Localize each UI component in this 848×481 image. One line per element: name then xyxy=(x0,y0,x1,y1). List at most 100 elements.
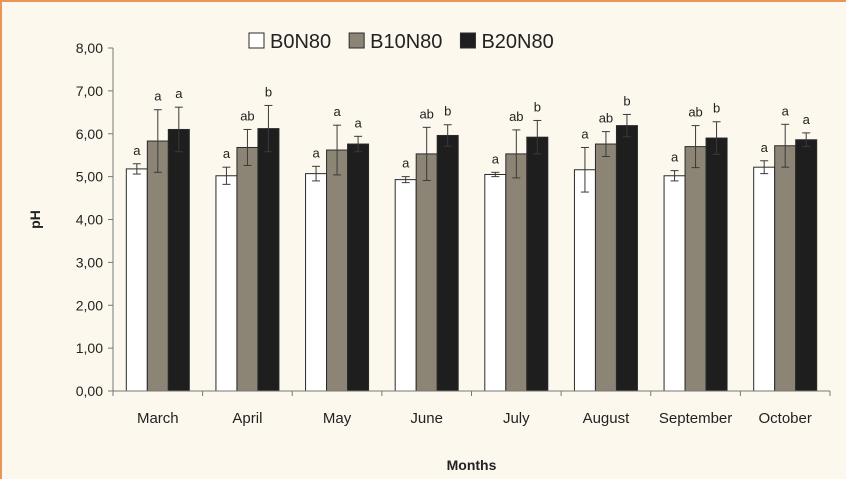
legend-swatch xyxy=(459,32,476,49)
significance-label: a xyxy=(761,140,769,155)
significance-label: a xyxy=(175,86,183,101)
x-axis-categories: March April May June July August September Octo… xyxy=(137,410,812,427)
significance-label: ab xyxy=(419,106,433,121)
error-bar xyxy=(781,123,790,168)
bar-b0n80-september xyxy=(663,175,686,392)
significance-label: a xyxy=(402,156,410,171)
y-tick-label: 2,00 xyxy=(76,297,103,313)
bar-b10n80-may xyxy=(326,149,349,392)
error-bar xyxy=(174,106,183,153)
error-bar xyxy=(760,160,769,175)
axes xyxy=(112,48,831,396)
error-bar xyxy=(443,124,452,147)
x-category-label: July xyxy=(503,410,530,427)
legend-label: B10N80 xyxy=(370,31,442,53)
error-bar xyxy=(670,170,679,182)
bar-b20n80-april xyxy=(257,128,280,392)
significance-label: a xyxy=(312,145,320,160)
bar-b0n80-october xyxy=(753,166,776,392)
bar-b0n80-april xyxy=(215,175,238,392)
bar-b10n80-june xyxy=(415,153,438,392)
significance-label: ab xyxy=(599,111,613,126)
significance-label: b xyxy=(444,104,451,119)
bar-b0n80-july xyxy=(484,173,507,392)
significance-label: ab xyxy=(240,108,254,123)
x-category-label: October xyxy=(759,410,812,427)
legend-label: B20N80 xyxy=(481,31,553,53)
bar-b20n80-july xyxy=(526,136,549,392)
bar-b0n80-june xyxy=(394,179,417,392)
significance-label: a xyxy=(492,151,500,166)
y-tick-label: 8,00 xyxy=(76,40,103,56)
bar-b10n80-september xyxy=(684,146,707,392)
legend: B0N80 B10N80 B20N80 xyxy=(248,31,554,53)
significance-label: a xyxy=(671,150,679,165)
error-bar xyxy=(712,121,721,155)
x-category-label: September xyxy=(659,410,732,427)
error-bar xyxy=(533,119,542,155)
error-bar xyxy=(622,113,631,138)
error-bar xyxy=(264,104,273,153)
legend-swatch xyxy=(248,32,265,49)
y-tick-label: 4,00 xyxy=(76,212,103,228)
significance-label: b xyxy=(623,93,630,108)
legend-label: B0N80 xyxy=(270,31,331,53)
significance-label: a xyxy=(333,104,341,119)
bar-b20n80-september xyxy=(705,137,728,392)
y-axis-title: pH xyxy=(27,210,43,229)
significance-label: a xyxy=(154,89,162,104)
bar-b20n80-may xyxy=(347,143,370,392)
bar-b0n80-august xyxy=(573,169,596,392)
significance-label: a xyxy=(782,103,790,118)
significance-label: b xyxy=(265,84,272,99)
error-bar xyxy=(491,171,500,178)
bar-b10n80-august xyxy=(594,143,617,392)
significance-label: b xyxy=(713,101,720,116)
error-bar xyxy=(422,126,431,181)
bar-b20n80-march xyxy=(167,128,190,392)
error-bar xyxy=(802,132,811,148)
y-tick-label: 1,00 xyxy=(76,340,103,356)
error-bar xyxy=(132,163,141,175)
bar-b10n80-march xyxy=(146,140,169,392)
bar-b20n80-august xyxy=(615,125,638,392)
significance-label: a xyxy=(133,143,141,158)
error-bar xyxy=(601,131,610,157)
y-axis-ticks: 0,00 1,00 2,00 3,00 4,00 5,00 6,00 7,00 8,00 xyxy=(76,40,113,399)
significance-label: b xyxy=(534,99,541,114)
x-category-label: June xyxy=(410,410,443,427)
y-tick-label: 7,00 xyxy=(76,83,103,99)
error-bar xyxy=(312,165,321,182)
y-tick-label: 3,00 xyxy=(76,254,103,270)
significance-label: a xyxy=(223,146,231,161)
significance-label: a xyxy=(803,112,811,127)
bar-b20n80-june xyxy=(436,134,459,392)
x-axis-title: Months xyxy=(447,457,497,473)
x-category-label: May xyxy=(323,410,352,427)
y-tick-label: 6,00 xyxy=(76,126,103,142)
bar-b20n80-october xyxy=(795,139,818,392)
error-bar xyxy=(580,146,589,193)
error-bar xyxy=(333,124,342,176)
error-bar xyxy=(691,125,700,169)
significance-label: a xyxy=(354,115,362,130)
bar-b0n80-march xyxy=(125,168,148,392)
error-bar xyxy=(243,128,252,166)
error-bar xyxy=(401,176,410,184)
y-tick-label: 5,00 xyxy=(76,169,103,185)
y-tick-label: 0,00 xyxy=(76,383,103,399)
bar-b10n80-october xyxy=(774,145,797,392)
x-category-label: March xyxy=(137,410,179,427)
bar-b10n80-july xyxy=(505,153,528,392)
significance-label: ab xyxy=(688,105,702,120)
x-category-label: August xyxy=(583,410,631,427)
bar-b10n80-april xyxy=(236,146,259,392)
error-bar xyxy=(512,129,521,179)
significance-label: a xyxy=(581,126,589,141)
x-category-label: April xyxy=(232,410,262,427)
error-bar xyxy=(354,135,363,153)
error-bar xyxy=(222,166,231,185)
error-bar xyxy=(153,109,162,173)
